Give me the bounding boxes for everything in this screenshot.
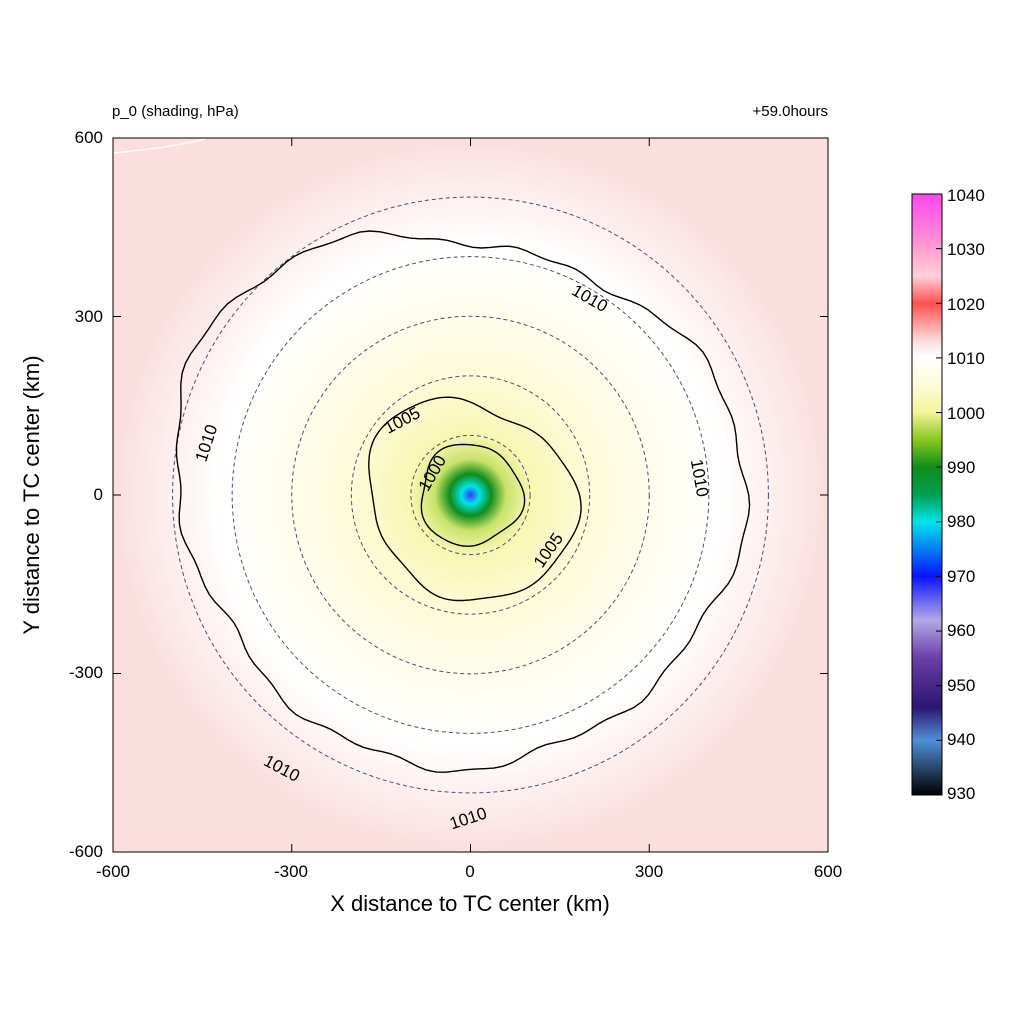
colorbar-tick-marks [936,193,942,796]
contour-1005 [368,396,582,602]
y-axis-label: Y distance to TC center (km) [19,355,44,635]
y-tick-label: 600 [74,128,103,147]
contour-1010 [175,230,751,773]
colorbar-tick-label: 1010 [947,349,985,368]
colorbar-tick-label: 980 [947,512,976,531]
colorbar [911,193,943,796]
dashed-ring [291,315,650,675]
chart-title: p_0 (shading, hPa) [112,103,239,120]
colorbar-tick-label: 1000 [947,404,985,423]
contour-1000 [420,443,526,547]
dashed-ring [231,256,710,734]
colorbar-tick-label: 1030 [947,240,985,259]
pressure-contours [175,230,751,773]
dashed-ring [172,196,769,794]
colorbar-tick-label: 960 [947,621,976,640]
y-tick-label: -600 [68,842,103,861]
colorbar-tick-label: 950 [947,676,976,695]
contour-1010-corner [113,138,206,154]
colorbar-tick-label: 940 [947,730,976,749]
x-tick-label: 0 [465,862,475,881]
colorbar-tick-label: 1040 [947,186,985,205]
colorbar-tick-label: 930 [947,784,976,803]
x-tick-label: 300 [634,862,664,881]
colorbar-tick-label: 990 [947,458,976,477]
colorbar-tick-label: 970 [947,567,976,586]
x-tick-label: -600 [95,862,131,881]
dashed-ring [410,434,531,556]
x-tick-label: -300 [273,862,309,881]
y-tick-label: 300 [74,307,103,326]
x-tick-label: 600 [813,862,843,881]
colorbar-tick-label: 1020 [947,295,985,314]
x-axis-label: X distance to TC center (km) [330,891,610,916]
axis-tick-marks [112,137,829,853]
pressure-shading [113,138,828,852]
dashed-ring [350,375,591,615]
y-tick-label: 0 [93,485,103,504]
y-tick-label: -300 [68,663,103,682]
dashed-rings [172,196,769,794]
forecast-time: +59.0hours [752,103,828,120]
